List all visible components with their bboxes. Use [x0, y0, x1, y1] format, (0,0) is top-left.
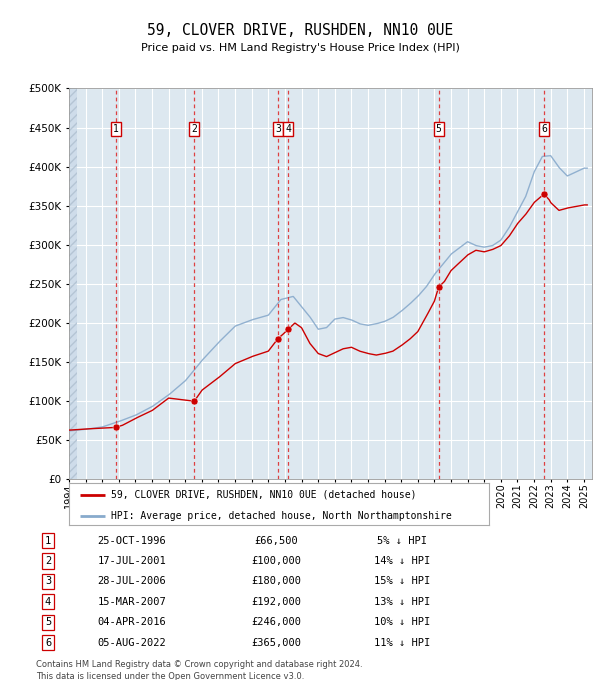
Text: 15-MAR-2007: 15-MAR-2007 [98, 597, 166, 607]
Text: £180,000: £180,000 [251, 577, 301, 586]
Text: 59, CLOVER DRIVE, RUSHDEN, NN10 0UE (detached house): 59, CLOVER DRIVE, RUSHDEN, NN10 0UE (det… [111, 490, 416, 500]
Text: HPI: Average price, detached house, North Northamptonshire: HPI: Average price, detached house, Nort… [111, 511, 452, 521]
Text: 59, CLOVER DRIVE, RUSHDEN, NN10 0UE: 59, CLOVER DRIVE, RUSHDEN, NN10 0UE [147, 23, 453, 38]
Text: 28-JUL-2006: 28-JUL-2006 [98, 577, 166, 586]
Text: 1: 1 [45, 536, 51, 545]
Text: 2: 2 [191, 124, 197, 134]
Text: 13% ↓ HPI: 13% ↓ HPI [374, 597, 430, 607]
Text: 6: 6 [541, 124, 547, 134]
Text: 04-APR-2016: 04-APR-2016 [98, 617, 166, 627]
Text: £192,000: £192,000 [251, 597, 301, 607]
Text: 5: 5 [436, 124, 442, 134]
Text: 3: 3 [45, 577, 51, 586]
Text: 4: 4 [286, 124, 291, 134]
Text: 15% ↓ HPI: 15% ↓ HPI [374, 577, 430, 586]
Text: £100,000: £100,000 [251, 556, 301, 566]
Text: Price paid vs. HM Land Registry's House Price Index (HPI): Price paid vs. HM Land Registry's House … [140, 43, 460, 52]
Text: 1: 1 [113, 124, 119, 134]
Bar [69, 88, 77, 479]
Text: 6: 6 [45, 638, 51, 647]
Text: 5: 5 [45, 617, 51, 627]
Text: £66,500: £66,500 [254, 536, 298, 545]
Text: 3: 3 [275, 124, 281, 134]
Text: 05-AUG-2022: 05-AUG-2022 [98, 638, 166, 647]
Text: 10% ↓ HPI: 10% ↓ HPI [374, 617, 430, 627]
Text: 5% ↓ HPI: 5% ↓ HPI [377, 536, 427, 545]
Text: 2: 2 [45, 556, 51, 566]
Text: £365,000: £365,000 [251, 638, 301, 647]
Text: 17-JUL-2001: 17-JUL-2001 [98, 556, 166, 566]
Text: £246,000: £246,000 [251, 617, 301, 627]
Text: 14% ↓ HPI: 14% ↓ HPI [374, 556, 430, 566]
Text: 11% ↓ HPI: 11% ↓ HPI [374, 638, 430, 647]
Text: 25-OCT-1996: 25-OCT-1996 [98, 536, 166, 545]
Text: This data is licensed under the Open Government Licence v3.0.: This data is licensed under the Open Gov… [36, 672, 304, 680]
Text: 4: 4 [45, 597, 51, 607]
Text: Contains HM Land Registry data © Crown copyright and database right 2024.: Contains HM Land Registry data © Crown c… [36, 660, 362, 668]
